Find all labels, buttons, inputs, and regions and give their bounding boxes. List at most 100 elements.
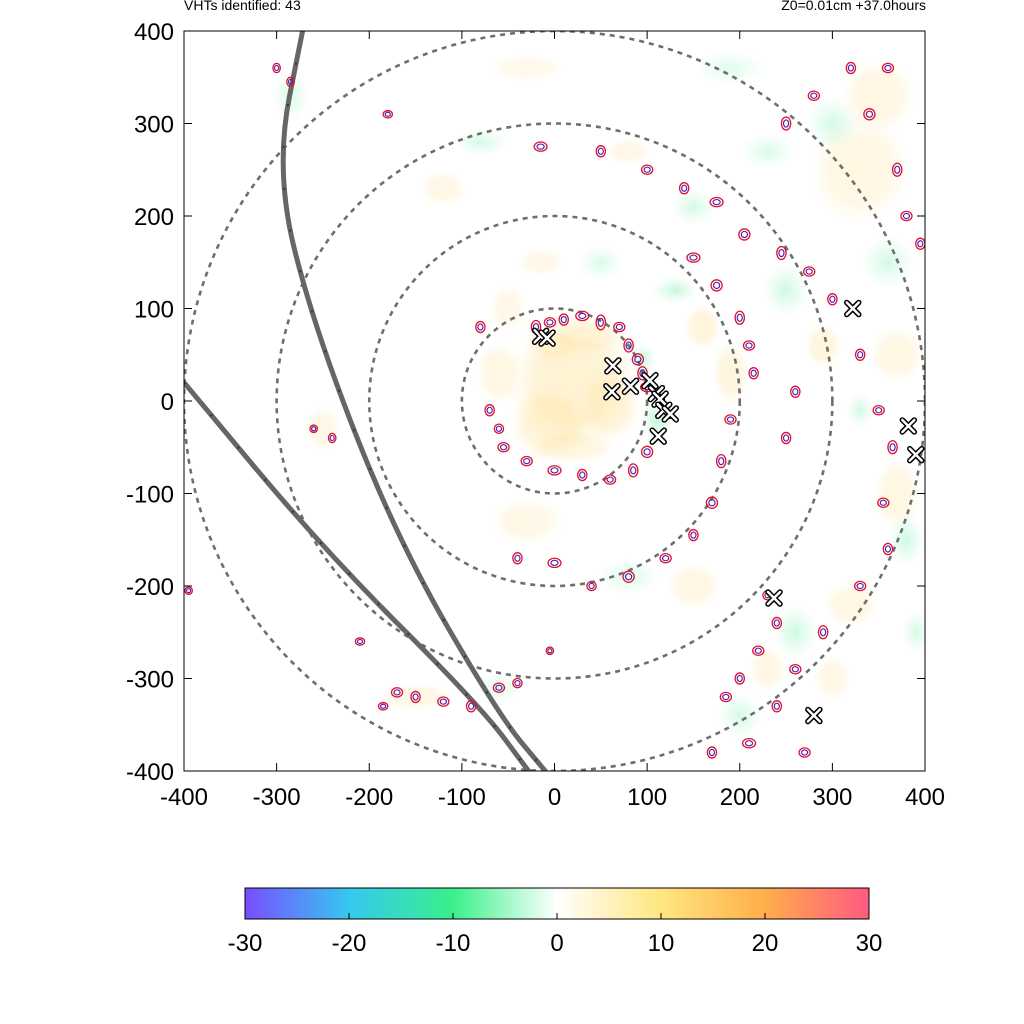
contour-outer <box>877 497 890 509</box>
contour-outer <box>738 228 751 241</box>
negative-vorticity-patch <box>860 234 916 290</box>
colorbar-tick-label: 10 <box>648 930 675 957</box>
contour-outer <box>882 542 894 556</box>
contour-outer <box>520 455 533 467</box>
contour-outer <box>637 366 648 381</box>
x-tick-label: 0 <box>548 784 561 811</box>
contour-outer <box>790 385 801 398</box>
contour-outer <box>881 62 895 74</box>
vht-count-label: VHTs identified: 43 <box>184 0 301 13</box>
contour-inner <box>634 355 642 364</box>
contour-inner <box>894 165 901 174</box>
contour-outer <box>710 279 723 292</box>
contour-inner <box>329 434 335 442</box>
contour-outer <box>678 182 690 195</box>
contour-outer <box>595 314 607 331</box>
range-ring <box>367 214 742 588</box>
contour-inner <box>736 674 743 683</box>
run-info-label: Z0=0.01cm +37.0hours <box>781 0 926 13</box>
contour-outer <box>705 496 719 509</box>
contour-inner <box>560 315 567 324</box>
contour-inner <box>750 369 757 377</box>
contour-outer <box>547 465 562 476</box>
range-ring <box>460 307 649 495</box>
x-tick-label: 100 <box>627 784 667 811</box>
y-tick-label: 300 <box>134 112 174 139</box>
contour-inner <box>745 342 753 349</box>
y-tick-label: 400 <box>134 19 174 46</box>
contour-outer <box>184 586 193 595</box>
positive-vorticity-patch <box>420 169 467 207</box>
contour-outer <box>640 164 654 176</box>
positive-vorticity-patch <box>605 137 652 166</box>
negative-vorticity-patch <box>762 262 810 318</box>
contour-inner <box>722 693 730 701</box>
contour-outer <box>748 367 759 380</box>
contour-outer <box>734 672 746 685</box>
marker-fill <box>766 590 782 606</box>
y-tick-label: 200 <box>134 204 174 231</box>
contour-inner <box>884 64 892 72</box>
vht-marker <box>604 357 622 375</box>
negative-vorticity-patch <box>772 604 819 660</box>
contour-inner <box>311 426 317 432</box>
contour-outer <box>900 210 913 222</box>
contour-outer <box>286 76 295 88</box>
contour-inner <box>847 64 855 72</box>
contour-inner <box>805 268 813 275</box>
contour-outer <box>688 528 699 542</box>
marker-fill <box>642 373 658 388</box>
contour-outer <box>377 701 389 711</box>
contour-inner <box>384 111 391 117</box>
contour-outer <box>863 108 876 121</box>
positive-vorticity-patch <box>813 655 851 702</box>
plot-area <box>184 31 925 771</box>
negative-vorticity-patch <box>846 391 875 429</box>
contour-outer <box>734 310 746 325</box>
contour-inner <box>643 448 651 456</box>
contour-outer <box>776 245 787 261</box>
contour-inner <box>523 457 531 465</box>
marker-fill <box>806 708 822 723</box>
vht-marker <box>603 383 621 401</box>
contour-inner <box>782 434 790 442</box>
contour-outer <box>390 687 404 698</box>
negative-vorticity-patch <box>693 49 768 87</box>
contour-inner <box>773 702 780 710</box>
contour-outer <box>789 663 802 675</box>
contour-outer <box>545 646 555 656</box>
marker-fill <box>604 384 620 399</box>
contour-inner <box>393 689 401 696</box>
colorbar-tick-label: -30 <box>228 930 263 957</box>
contour-outer <box>354 637 366 646</box>
contour-inner <box>902 212 911 220</box>
positive-vorticity-patch <box>489 285 527 332</box>
marker-fill <box>901 418 916 434</box>
vht-marker <box>906 445 925 464</box>
contour-outer <box>497 441 510 453</box>
contour-outer <box>891 162 903 177</box>
negative-vorticity-patch <box>739 132 796 170</box>
track-line <box>280 31 548 771</box>
contour-outer <box>613 321 626 333</box>
contour-outer <box>706 746 718 759</box>
contour-outer <box>622 570 635 583</box>
contour-inner <box>546 319 554 326</box>
x-tick-label: 200 <box>720 784 760 811</box>
x-tick-label: -100 <box>438 784 486 811</box>
contour-inner <box>708 499 716 507</box>
contour-outer <box>659 552 672 564</box>
contour-inner <box>661 555 670 562</box>
positive-vorticity-patch <box>526 430 620 464</box>
contour-outer <box>575 310 590 322</box>
contour-inner <box>689 254 698 261</box>
contour-inner <box>819 628 827 637</box>
contour-outer <box>827 293 838 306</box>
x-tick-label: -400 <box>160 784 208 811</box>
contour-outer <box>437 696 450 707</box>
marker-fill <box>539 330 555 346</box>
contour-inner <box>578 312 587 320</box>
positive-vorticity-patch <box>711 340 750 406</box>
contour-inner <box>857 351 864 359</box>
